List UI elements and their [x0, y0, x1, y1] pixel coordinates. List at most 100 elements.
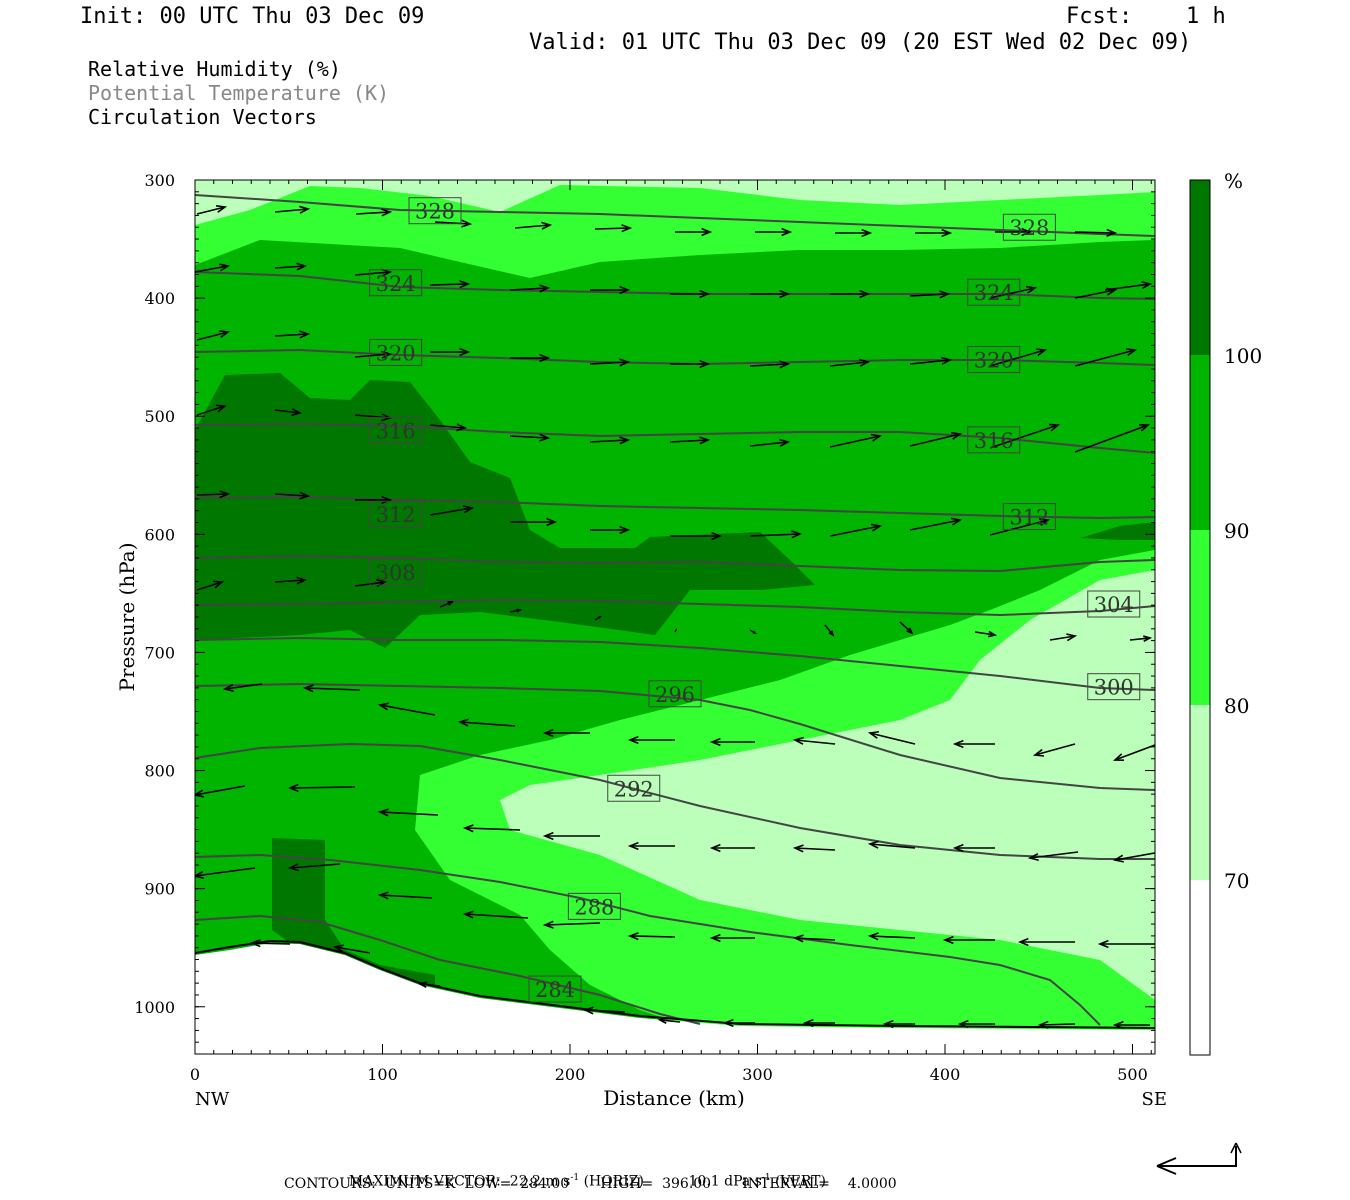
vector-arrow-head: [195, 789, 204, 798]
x-tick-label: 0: [190, 1065, 200, 1084]
colorbar-segment-below-70: [1190, 880, 1210, 1055]
vector-arrow-head: [859, 358, 871, 367]
vector-arrow: [195, 265, 229, 273]
theta-label: 304: [1094, 593, 1134, 617]
vector-arrow-head: [792, 844, 804, 853]
colorbar-frame: [1189, 179, 1211, 1056]
vector-arrow-head: [287, 783, 299, 792]
vector-arrow: [974, 631, 996, 636]
humidity-fill-layer: [195, 180, 1155, 1054]
vector-arrow-head: [950, 431, 963, 440]
vector-arrow-head: [462, 824, 474, 833]
theta-label: 296: [655, 683, 695, 707]
vector-arrow: [589, 439, 629, 443]
theta-label: 328: [415, 200, 455, 224]
vector-arrow: [869, 843, 916, 849]
vector-arrow-head: [542, 920, 554, 929]
vector-arrow-head: [867, 932, 879, 941]
vector-arrow: [274, 265, 306, 269]
vector-arrow-head: [296, 262, 308, 271]
vector-arrow: [509, 287, 549, 291]
vector-arrow: [274, 208, 309, 213]
vector-arrow-head: [542, 831, 554, 841]
vector-arrow: [1049, 635, 1076, 641]
vector-arrow-head: [215, 204, 228, 213]
theta-label-box: [528, 975, 582, 1003]
vector-arrow-head: [779, 360, 791, 369]
theta-label: 324: [974, 281, 1014, 305]
vector-arrow-head: [457, 718, 469, 727]
vector-arrow: [794, 847, 836, 851]
colorbar-tick-80: 80: [1224, 694, 1249, 718]
vector-arrow: [659, 1019, 681, 1023]
vector-arrow-head: [619, 285, 631, 295]
rh-band-100-right: [1080, 522, 1155, 540]
vector-arrow: [749, 363, 789, 367]
theta-label: 320: [376, 341, 416, 365]
theta-label-box: [408, 197, 462, 225]
max-vector-vertical-exponent: -1: [761, 1173, 771, 1183]
vector-arrow-head: [1025, 285, 1038, 294]
vector-arrow-head: [212, 580, 225, 589]
vector-arrow-head: [941, 228, 953, 238]
theta-label-box: [567, 892, 621, 920]
vector-arrow-head: [792, 736, 804, 745]
vector-arrow-head: [377, 702, 389, 711]
vector-arrow: [429, 424, 466, 429]
vector-arrow: [989, 349, 1046, 367]
vector-arrow: [196, 331, 229, 341]
theta-contour-line: [195, 914, 701, 1025]
vector-arrow: [379, 704, 436, 716]
vector-arrow-head: [302, 684, 314, 693]
vector-arrow: [989, 287, 1036, 299]
vector-arrow-head: [951, 517, 963, 526]
vector-arrow: [899, 621, 913, 634]
max-vector-label: MAXIMUM VECTOR:: [348, 1173, 501, 1190]
vector-arrow: [274, 493, 309, 497]
vector-arrow-head: [462, 910, 474, 919]
vector-arrow-head: [539, 353, 551, 363]
theta-contour-line: [195, 682, 1155, 791]
vector-arrow-head: [1038, 518, 1051, 526]
vector-arrow-head: [461, 219, 473, 228]
y-axis-title: Pressure (hPa): [115, 543, 139, 692]
vector-arrow: [1034, 743, 1076, 756]
colorbar-tick-100: 100: [1224, 344, 1262, 368]
vector-arrow-head: [296, 576, 308, 585]
theta-label-box: [369, 500, 423, 528]
theta-label: 312: [376, 503, 416, 527]
vector-arrow-head: [779, 289, 791, 299]
vector-arrow: [379, 811, 439, 816]
theta-contour-line: [195, 422, 1155, 454]
theta-label: 312: [1009, 506, 1049, 530]
vector-arrow-head: [709, 933, 721, 943]
vector-arrow: [429, 507, 473, 516]
theta-contour-line: [195, 598, 1155, 617]
vector-arrow: [304, 687, 361, 691]
vector-arrow: [544, 922, 601, 926]
contours-info: CONTOURS: UNITS=K LOW= 284.00 HIGH= 396.…: [284, 1176, 897, 1192]
vector-arrow-head: [539, 433, 551, 442]
y-tick-label: 900: [144, 880, 175, 899]
vector-arrow-head: [219, 490, 231, 499]
vector-arrow: [1074, 289, 1116, 299]
vector-arrow: [274, 333, 309, 337]
vector-arrow: [909, 293, 949, 297]
theta-contour-line: [195, 495, 1155, 520]
theta-label-box: [369, 416, 423, 444]
max-vector-vertical: 10.1 dPa s: [688, 1173, 762, 1190]
vector-arrow-head: [871, 523, 883, 532]
x-start-label: NW: [195, 1089, 230, 1110]
vector-arrow-head: [701, 227, 713, 237]
colorbar-segment-100: [1190, 180, 1210, 355]
vector-arrow-head: [627, 735, 639, 745]
vector-arrow: [1104, 283, 1151, 291]
vector-arrow: [749, 533, 801, 537]
vector-arrow: [1074, 349, 1136, 367]
vector-arrow-head: [867, 840, 879, 849]
vector-arrow-head: [377, 808, 389, 817]
vector-arrow-head: [546, 517, 558, 527]
theta-label-box: [967, 426, 1021, 454]
vector-arrow: [1129, 637, 1151, 641]
